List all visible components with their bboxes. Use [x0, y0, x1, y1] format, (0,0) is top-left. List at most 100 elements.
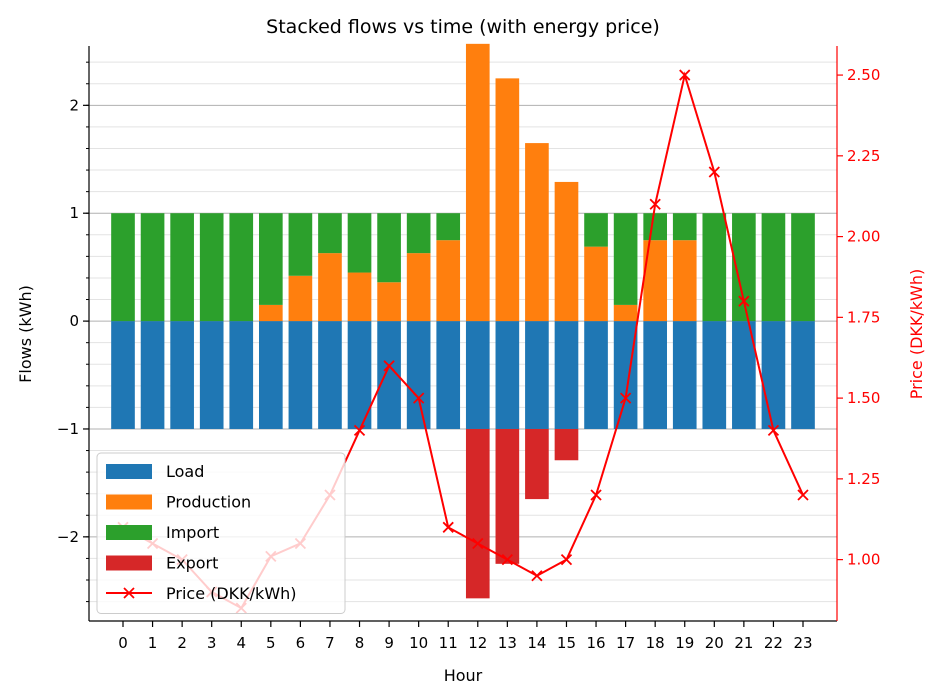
y2-axis-ticks: 1.00 1.25 1.50 1.75 2.00 2.25 2.50	[837, 66, 880, 569]
y2-tick-label: 1.25	[847, 470, 880, 488]
y-axis-label: Flows (kWh)	[16, 285, 35, 383]
bar-production-hour-15	[554, 181, 579, 322]
x-tick-label: 9	[384, 634, 394, 652]
x-tick-label: 1	[148, 634, 158, 652]
bar-production-hour-12	[465, 43, 490, 322]
bar-load-hour-6	[288, 321, 313, 429]
legend-label-price-dkk-kwh-: Price (DKK/kWh)	[166, 584, 297, 603]
bar-production-hour-14	[525, 143, 549, 322]
x-tick-label: 10	[409, 634, 428, 652]
price-marker-hour-15	[560, 553, 573, 566]
y-tick-label: 2	[69, 96, 79, 114]
bar-load-hour-14	[525, 321, 549, 429]
y-tick-label: 1	[69, 204, 79, 222]
legend-swatch-price-dkk-kwh-	[106, 587, 152, 599]
legend-label-import: Import	[166, 523, 219, 542]
bar-import-hour-10	[406, 213, 431, 254]
bar-load-hour-2	[170, 321, 194, 429]
bar-load-hour-0	[111, 321, 135, 429]
x-tick-label: 15	[557, 634, 576, 652]
bar-import-hour-16	[584, 213, 608, 247]
y-tick-label: 0	[69, 312, 79, 330]
x-tick-label: 16	[586, 634, 605, 652]
bar-import-hour-11	[436, 213, 461, 241]
price-marker-hour-11	[442, 521, 454, 533]
bar-production-hour-19	[672, 240, 697, 322]
bar-load-hour-7	[318, 321, 342, 429]
price-marker-hour-14	[531, 570, 543, 582]
y-axis-ticks: −2 −1 0 1 2	[57, 61, 89, 603]
price-marker-hour-21	[738, 295, 750, 307]
bar-import-hour-17	[613, 213, 638, 305]
bar-load-hour-8	[347, 321, 372, 429]
legend-swatch-import	[106, 525, 152, 540]
bar-import-hour-9	[377, 213, 401, 283]
bar-import-hour-0	[111, 213, 135, 322]
x-tick-label: 7	[325, 634, 335, 652]
x-tick-label: 2	[177, 634, 187, 652]
bar-production-hour-9	[377, 282, 401, 322]
bar-load-hour-22	[761, 321, 786, 429]
bar-export-hour-14	[525, 428, 549, 500]
bar-production-hour-6	[288, 275, 313, 322]
x-tick-label: 18	[646, 634, 665, 652]
bar-import-hour-4	[229, 213, 254, 322]
y2-tick-label: 2.00	[847, 228, 880, 246]
bar-load-hour-12	[465, 321, 490, 429]
x-tick-label: 17	[616, 634, 635, 652]
bar-load-hour-20	[702, 321, 727, 429]
bar-load-hour-5	[259, 321, 283, 429]
bar-load-hour-16	[584, 321, 608, 429]
bar-load-hour-21	[732, 321, 756, 429]
bar-load-hour-19	[672, 321, 697, 429]
legend-box	[96, 452, 346, 614]
bar-import-hour-7	[318, 213, 342, 254]
legend-label-production: Production	[166, 493, 251, 512]
bar-import-hour-1	[140, 213, 165, 322]
bar-load-hour-18	[643, 321, 667, 429]
price-marker-hour-10	[413, 392, 425, 404]
bar-production-hour-17	[613, 304, 638, 322]
price-marker-hour-12	[472, 537, 484, 550]
bar-load-hour-23	[791, 321, 815, 429]
axes-frame	[88, 46, 838, 622]
x-tick-label: 12	[468, 634, 487, 652]
legend-swatch-production	[106, 494, 152, 510]
bar-import-hour-2	[170, 213, 194, 322]
bar-import-hour-8	[347, 213, 372, 273]
bar-production-hour-7	[318, 253, 342, 322]
bar-load-hour-1	[140, 321, 165, 429]
x-tick-label: 5	[266, 634, 276, 652]
x-tick-label: 23	[793, 634, 812, 652]
bar-load-hour-15	[554, 321, 579, 429]
bar-production-hour-11	[436, 240, 461, 322]
price-marker-hour-18	[649, 198, 661, 210]
x-tick-label: 8	[355, 634, 365, 652]
y2-tick-label: 1.00	[847, 551, 880, 569]
bar-load-hour-11	[436, 321, 461, 429]
price-marker-hour-8	[353, 424, 366, 437]
bar-export-hour-13	[495, 428, 520, 564]
x-axis-ticks: 0 1 2 3 4 5 6 7 8 9 10 11 12 13 14 15 16 17 18 19 20 21 22 23	[118, 621, 813, 652]
bar-load-hour-3	[199, 321, 224, 429]
x-tick-label: 19	[675, 634, 694, 652]
bar-load-hour-10	[406, 321, 431, 429]
bars-layer	[111, 43, 815, 599]
legend-label-export: Export	[166, 554, 218, 573]
x-tick-label: 4	[236, 634, 246, 652]
price-marker-hour-20	[708, 166, 720, 178]
bar-import-hour-18	[643, 213, 667, 241]
price-marker-hour-19	[679, 69, 691, 81]
x-tick-label: 6	[296, 634, 306, 652]
x-axis-label: Hour	[444, 666, 483, 685]
legend-swatch-load	[106, 464, 152, 479]
x-tick-label: 3	[207, 634, 217, 652]
bar-import-hour-22	[761, 213, 786, 322]
y-tick-label: −2	[57, 528, 79, 546]
price-marker-hour-23	[797, 489, 809, 501]
x-tick-label: 21	[734, 634, 753, 652]
bar-production-hour-5	[259, 304, 283, 322]
bar-load-hour-17	[613, 321, 638, 429]
bar-import-hour-23	[791, 213, 815, 322]
